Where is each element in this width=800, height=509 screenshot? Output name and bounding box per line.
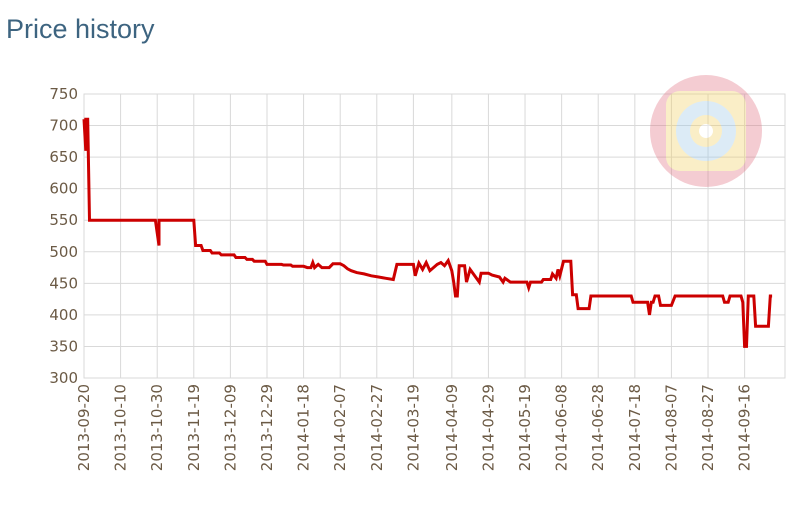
target-logo-icon (650, 75, 762, 187)
x-tick-label: 2014-04-09 (443, 384, 461, 471)
x-tick-label: 2013-11-19 (185, 384, 203, 471)
x-tick-label: 2014-02-07 (331, 384, 349, 471)
y-tick-label: 300 (49, 369, 78, 387)
x-tick-label: 2014-01-18 (295, 384, 313, 471)
price-series-line (82, 117, 773, 348)
y-tick-label: 700 (49, 117, 78, 135)
x-tick-label: 2014-05-19 (516, 384, 534, 471)
x-tick-label: 2013-12-29 (258, 384, 276, 471)
x-tick-label: 2013-12-09 (221, 384, 239, 471)
x-tick-label: 2013-10-30 (148, 384, 166, 471)
grid-layer (83, 93, 786, 379)
axes-layer: 300 350 400 450 500 550 600 650 700 750 2013-09-20… (49, 85, 753, 471)
x-tick-label: 2014-08-27 (699, 384, 717, 471)
y-tick-label: 600 (49, 180, 78, 198)
x-tick-label: 2014-09-16 (736, 384, 754, 471)
y-tick-label: 500 (49, 243, 78, 261)
y-tick-label: 650 (49, 148, 78, 166)
x-tick-label: 2014-07-18 (626, 384, 644, 471)
x-tick-label: 2014-08-07 (662, 384, 680, 471)
x-tick-label: 2014-06-08 (553, 384, 571, 471)
y-tick-label: 350 (49, 337, 78, 355)
x-tick-label: 2014-06-28 (589, 384, 607, 471)
x-tick-label: 2014-02-27 (368, 384, 386, 471)
page-title: Price history (6, 14, 155, 44)
y-tick-label: 400 (49, 306, 78, 324)
x-tick-label: 2014-03-19 (404, 384, 422, 471)
y-tick-label: 450 (49, 274, 78, 292)
series-layer (82, 117, 773, 348)
x-tick-label: 2013-09-20 (75, 384, 93, 471)
y-tick-label: 750 (49, 85, 78, 103)
x-tick-label: 2014-04-29 (479, 384, 497, 471)
x-tick-label: 2013-10-10 (112, 384, 130, 471)
y-tick-label: 550 (49, 211, 78, 229)
